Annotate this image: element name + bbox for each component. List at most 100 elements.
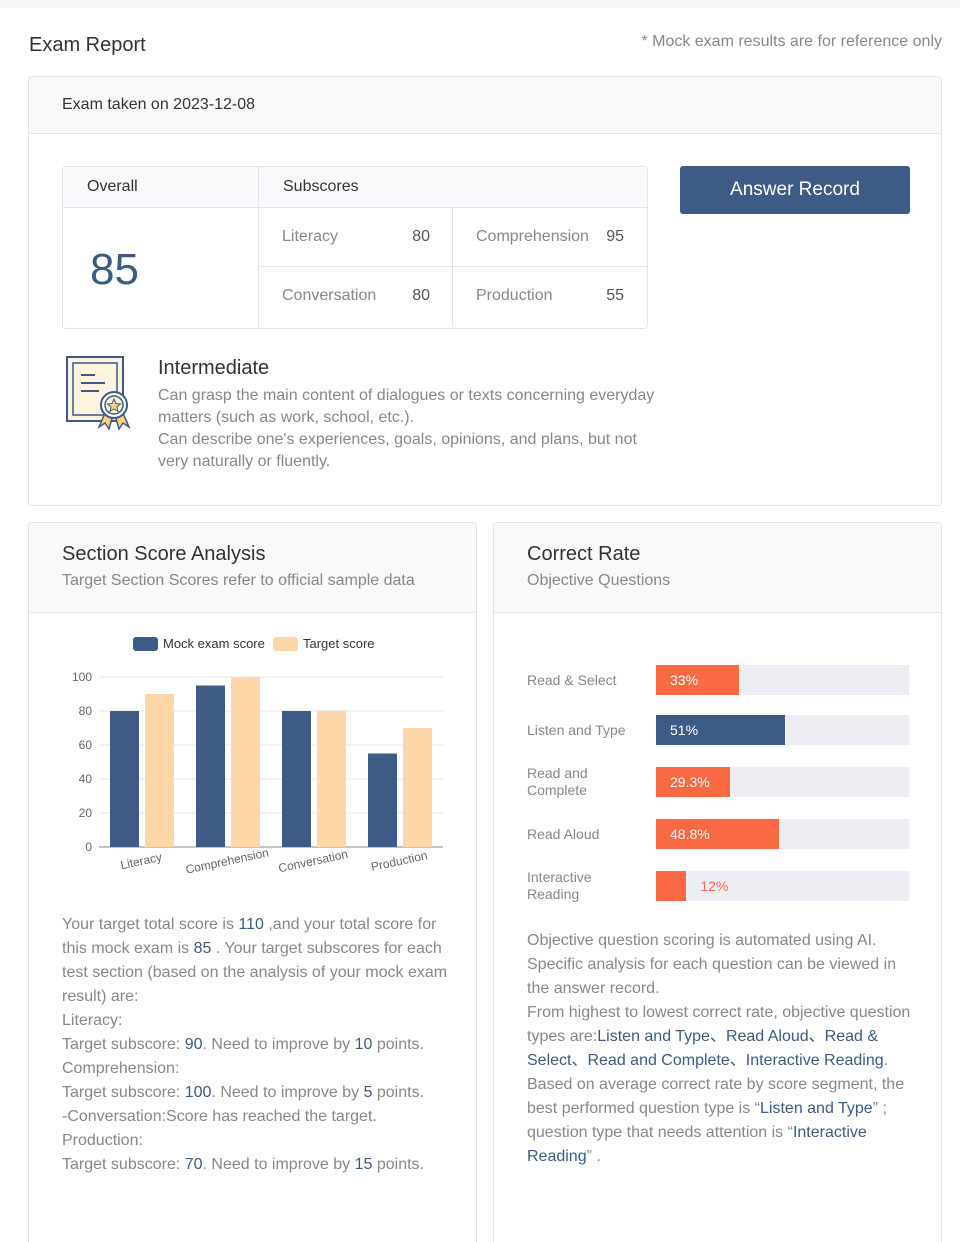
subscore-label: Comprehension <box>476 228 589 246</box>
subscore-label: Conversation <box>282 287 376 305</box>
x-tick-label: Production <box>370 848 429 874</box>
rate-fill <box>656 871 686 901</box>
text: Target subscore: <box>62 1156 185 1173</box>
score-table: Overall Subscores 85 Literacy 80 Compreh… <box>62 166 648 329</box>
section-analysis-card: Section Score Analysis Target Section Sc… <box>28 522 477 1242</box>
note-order: From highest to lowest correct rate, obj… <box>527 1001 917 1073</box>
target-value: 70 <box>185 1156 203 1173</box>
correct-rate-row: Read & Select 33% <box>527 665 910 695</box>
subscore-literacy: Literacy 80 <box>259 208 453 267</box>
rate-value: 12% <box>700 878 728 894</box>
target-total: 110 <box>238 916 264 933</box>
text: ” . <box>587 1148 601 1165</box>
correct-rate-subtitle: Objective Questions <box>527 572 941 590</box>
subscore-production: Production 55 <box>453 267 647 326</box>
text: Your target total score is <box>62 916 238 933</box>
legend-label: Mock exam score <box>163 636 265 651</box>
note-ai: Objective question scoring is automated … <box>527 929 917 1001</box>
correct-rate-row: Interactive Reading 12% <box>527 871 910 901</box>
literacy-heading: Literacy: <box>62 1009 452 1033</box>
bar <box>231 677 260 847</box>
legend-swatch <box>133 637 158 651</box>
certificate-icon <box>65 355 137 431</box>
bar <box>110 711 139 847</box>
text: points. <box>372 1036 424 1053</box>
section-score-chart: 0 20 40 60 80 100 Mock exam score Target score L… <box>59 631 459 891</box>
text: points. <box>372 1156 424 1173</box>
correct-rate-header: Correct Rate Objective Questions <box>494 523 941 613</box>
correct-rate-card: Correct Rate Objective Questions Read & … <box>493 522 942 1242</box>
level-title: Intermediate <box>158 357 269 380</box>
question-type-label: Listen and Type <box>527 722 652 739</box>
bar <box>317 711 346 847</box>
target-value: 90 <box>185 1036 203 1053</box>
report-page: Exam Report * Mock exam results are for … <box>0 8 960 1242</box>
section-analysis-header: Section Score Analysis Target Section Sc… <box>29 523 476 613</box>
correct-rate-row: Read and Complete 29.3% <box>527 767 910 797</box>
rate-track: 12% <box>656 871 909 901</box>
y-tick-label: 100 <box>72 670 92 684</box>
x-tick-label: Conversation <box>277 847 349 875</box>
text: points. <box>372 1084 424 1101</box>
production-target: Target subscore: 70. Need to improve by … <box>62 1153 452 1177</box>
rate-track: 48.8% <box>656 819 909 849</box>
gap-value: 15 <box>355 1156 373 1173</box>
legend-swatch <box>273 637 298 651</box>
x-tick-label: Literacy <box>119 850 163 872</box>
bar <box>282 711 311 847</box>
bar <box>403 728 432 847</box>
subscore-value: 80 <box>412 228 430 246</box>
text: . Need to improve by <box>211 1084 363 1101</box>
subscores-header: Subscores <box>259 167 647 208</box>
target-value: 100 <box>185 1084 212 1101</box>
subscore-conversation: Conversation 80 <box>259 267 453 326</box>
answer-record-button[interactable]: Answer Record <box>680 166 910 214</box>
level-desc-line: Can grasp the main content of dialogues … <box>158 385 658 429</box>
y-tick-label: 80 <box>79 704 93 718</box>
question-type-label: Interactive Reading <box>527 869 617 903</box>
analysis-summary: Your target total score is 110 ,and your… <box>62 913 452 1009</box>
subscore-comprehension: Comprehension 95 <box>453 208 647 267</box>
text: . Need to improve by <box>203 1156 355 1173</box>
subscore-label: Production <box>476 287 553 305</box>
rate-value: 33% <box>670 672 698 688</box>
conversation-line: -Conversation:Score has reached the targ… <box>62 1105 452 1129</box>
text: . <box>884 1052 888 1069</box>
question-type-label: Read & Select <box>527 672 652 689</box>
comprehension-heading: Comprehension: <box>62 1057 452 1081</box>
production-heading: Production: <box>62 1129 452 1153</box>
text: Target subscore: <box>62 1084 185 1101</box>
section-subtitle: Target Section Scores refer to official … <box>62 572 476 590</box>
rate-value: 51% <box>670 722 698 738</box>
text: . Need to improve by <box>203 1036 355 1053</box>
y-tick-label: 0 <box>85 840 92 854</box>
gap-value: 10 <box>355 1036 373 1053</box>
text: Target subscore: <box>62 1036 185 1053</box>
x-tick-label: Comprehension <box>184 845 270 876</box>
overall-score: 85 <box>90 245 139 295</box>
subscore-value: 80 <box>412 287 430 305</box>
subscore-label: Literacy <box>282 228 338 246</box>
correct-rate-title: Correct Rate <box>527 543 941 566</box>
section-title: Section Score Analysis <box>62 543 476 566</box>
correct-rate-row: Read Aloud 48.8% <box>527 819 910 849</box>
total-score: 85 <box>194 940 212 957</box>
level-description: Can grasp the main content of dialogues … <box>158 385 658 473</box>
literacy-target: Target subscore: 90. Need to improve by … <box>62 1033 452 1057</box>
rate-value: 29.3% <box>670 774 710 790</box>
rate-value: 48.8% <box>670 826 710 842</box>
bar <box>145 694 174 847</box>
rate-track: 29.3% <box>656 767 909 797</box>
disclaimer: * Mock exam results are for reference on… <box>641 33 942 51</box>
question-type-label: Read and Complete <box>527 765 617 799</box>
level-desc-line: Can describe one's experiences, goals, o… <box>158 429 658 473</box>
legend-label: Target score <box>303 636 375 651</box>
exam-date: Exam taken on 2023-12-08 <box>29 77 941 134</box>
page-title: Exam Report <box>29 34 146 57</box>
analysis-text: Your target total score is 110 ,and your… <box>62 913 452 1177</box>
y-tick-label: 20 <box>79 806 93 820</box>
subscore-value: 55 <box>606 287 624 305</box>
y-tick-label: 40 <box>79 772 93 786</box>
correct-rate-notes: Objective question scoring is automated … <box>527 929 917 1169</box>
rate-track: 33% <box>656 665 909 695</box>
